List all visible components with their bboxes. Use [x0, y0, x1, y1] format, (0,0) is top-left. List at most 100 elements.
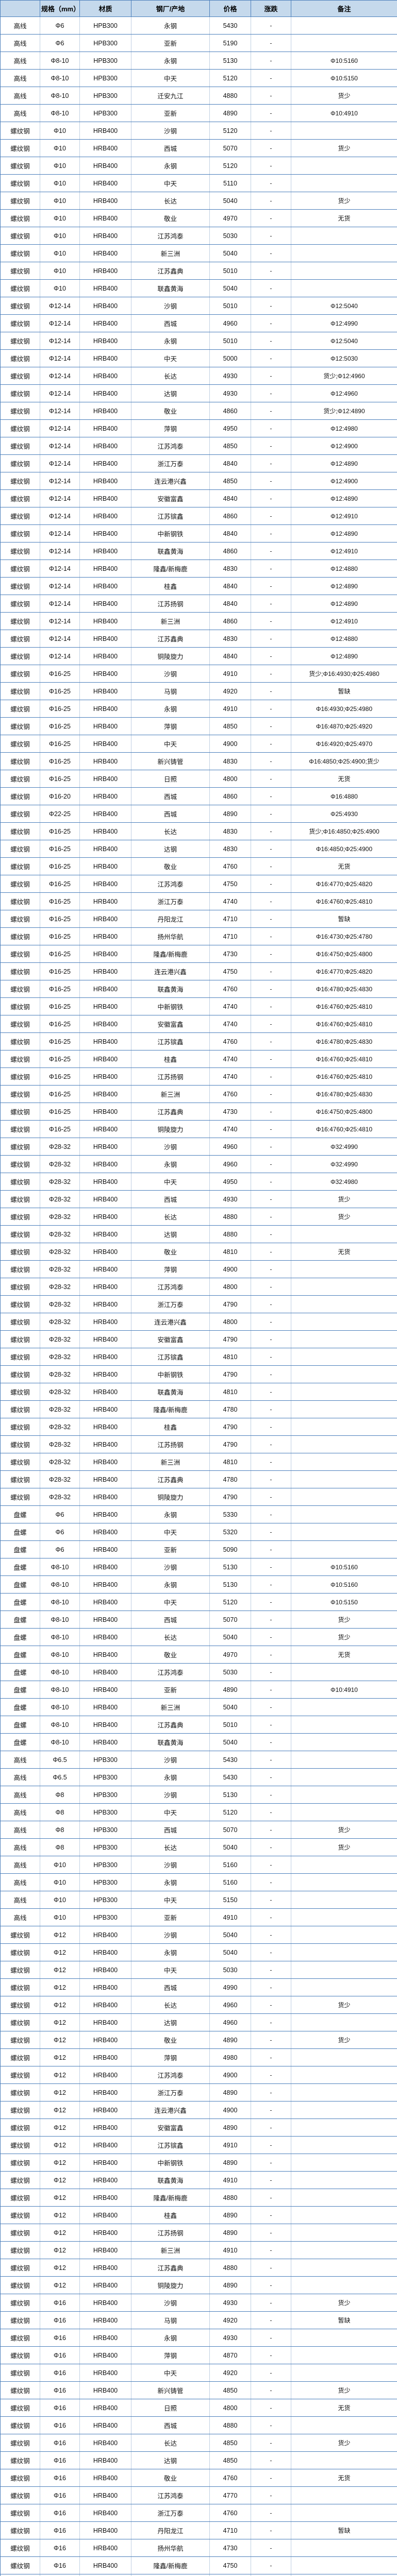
cell-price: 5040	[209, 1838, 251, 1856]
cell-note: Φ16:4760;Φ25:4810	[291, 1050, 397, 1068]
table-row: 螺纹钢 Φ12-14 HRB400 中新钢铁 4840- Φ12:4890	[0, 524, 397, 543]
cell-change: -	[251, 1943, 291, 1961]
cell-spec: Φ12	[40, 1926, 80, 1944]
cell-note	[291, 1698, 397, 1716]
cell-spec: Φ12	[40, 2224, 80, 2242]
cell-note	[291, 2486, 397, 2504]
cell-price: 4800	[209, 2399, 251, 2417]
cell-product: 螺纹钢	[0, 752, 40, 770]
cell-change: -	[251, 542, 291, 560]
cell-price: 4950	[209, 419, 251, 437]
cell-spec: Φ28-32	[40, 1278, 80, 1296]
cell-price: 5040	[209, 192, 251, 210]
cell-change: -	[251, 1751, 291, 1769]
cell-mill: 联鑫黄海	[131, 542, 210, 560]
cell-material: HRB400	[79, 2013, 131, 2031]
cell-mill: 浙江万泰	[131, 2504, 210, 2522]
cell-mill: 江苏镔鑫	[131, 2136, 210, 2154]
cell-material: HRB400	[79, 367, 131, 385]
cell-mill: 安徽富鑫	[131, 1015, 210, 1033]
cell-change: -	[251, 1821, 291, 1839]
cell-spec: Φ12	[40, 1996, 80, 2014]
cell-mill: 浙江万泰	[131, 2083, 210, 2102]
cell-mill: 扬州华航	[131, 927, 210, 945]
cell-price: 4850	[209, 2381, 251, 2399]
cell-product: 高线	[0, 1873, 40, 1891]
cell-price: 4710	[209, 927, 251, 945]
table-row: 螺纹钢 Φ28-32 HRB400 江苏镔鑫 4810-	[0, 1348, 397, 1366]
cell-change: -	[251, 279, 291, 297]
cell-price: 4910	[209, 2136, 251, 2154]
cell-product: 螺纹钢	[0, 927, 40, 945]
cell-change: -	[251, 700, 291, 718]
cell-note: Φ10:5150	[291, 69, 397, 87]
cell-material: HRB400	[79, 1926, 131, 1944]
table-row: 螺纹钢 Φ12 HRB400 萍钢 4980-	[0, 2048, 397, 2066]
cell-price: 5320	[209, 1523, 251, 1541]
cell-change: -	[251, 437, 291, 455]
cell-material: HRB400	[79, 332, 131, 350]
cell-change: -	[251, 805, 291, 823]
cell-price: 4760	[209, 980, 251, 998]
cell-spec: Φ16	[40, 2521, 80, 2539]
cell-spec: Φ16	[40, 2486, 80, 2504]
cell-price: 5040	[209, 1733, 251, 1751]
cell-note	[291, 1225, 397, 1243]
cell-change: -	[251, 34, 291, 52]
cell-change: -	[251, 875, 291, 893]
cell-change: -	[251, 1173, 291, 1191]
cell-change: -	[251, 2031, 291, 2049]
cell-spec: Φ16-25	[40, 822, 80, 840]
cell-note: 货少	[291, 1611, 397, 1629]
cell-material: HRB400	[79, 472, 131, 490]
cell-material: HRB400	[79, 2451, 131, 2469]
cell-spec: Φ12-14	[40, 349, 80, 367]
cell-spec: Φ12	[40, 1978, 80, 1996]
cell-change: -	[251, 384, 291, 402]
cell-product: 螺纹钢	[0, 139, 40, 157]
cell-mill: 永钢	[131, 2329, 210, 2347]
cell-mill: 敬业	[131, 857, 210, 875]
cell-mill: 桂鑫	[131, 1050, 210, 1068]
cell-price: 5160	[209, 1856, 251, 1874]
cell-note	[291, 2083, 397, 2102]
cell-product: 螺纹钢	[0, 2381, 40, 2399]
cell-material: HRB400	[79, 595, 131, 613]
table-row: 螺纹钢 Φ28-32 HRB400 沙钢 4960- Φ32:4990	[0, 1138, 397, 1156]
cell-product: 螺纹钢	[0, 1961, 40, 1979]
cell-spec: Φ6	[40, 34, 80, 52]
cell-change: -	[251, 2469, 291, 2487]
cell-spec: Φ28-32	[40, 1313, 80, 1331]
cell-product: 螺纹钢	[0, 577, 40, 595]
cell-material: HRB400	[79, 297, 131, 315]
table-row: 螺纹钢 Φ16 HRB400 西城 4880-	[0, 2416, 397, 2434]
cell-spec: Φ10	[40, 122, 80, 140]
column-header-mill: 钢厂/产地	[131, 0, 210, 17]
cell-product: 螺纹钢	[0, 2171, 40, 2189]
cell-note: 暂缺	[291, 682, 397, 700]
table-row: 螺纹钢 Φ16 HRB400 沙钢 4930- 货少	[0, 2294, 397, 2312]
cell-change: -	[251, 1278, 291, 1296]
cell-product: 螺纹钢	[0, 1190, 40, 1208]
cell-product: 高线	[0, 69, 40, 87]
cell-product: 螺纹钢	[0, 1295, 40, 1313]
cell-price: 4740	[209, 1067, 251, 1086]
cell-product: 螺纹钢	[0, 1470, 40, 1488]
cell-mill: 萍钢	[131, 2048, 210, 2066]
table-row: 螺纹钢 Φ16 HRB400 隆鑫/新梅鹿 4750-	[0, 2556, 397, 2574]
cell-product: 盘螺	[0, 1628, 40, 1646]
cell-price: 4890	[209, 104, 251, 122]
cell-spec: Φ28-32	[40, 1243, 80, 1261]
cell-mill: 迁安九江	[131, 87, 210, 105]
cell-price: 5010	[209, 262, 251, 280]
cell-material: HRB400	[79, 1435, 131, 1453]
cell-mill: 江苏鑫典	[131, 1716, 210, 1734]
cell-spec: Φ16-25	[40, 840, 80, 858]
cell-mill: 安徽富鑫	[131, 2119, 210, 2137]
cell-material: HRB400	[79, 1488, 131, 1506]
cell-material: HPB300	[79, 1803, 131, 1821]
cell-change: -	[251, 560, 291, 578]
cell-spec: Φ16	[40, 2556, 80, 2574]
cell-material: HRB400	[79, 2329, 131, 2347]
table-row: 螺纹钢 Φ12 HRB400 江苏镔鑫 4910-	[0, 2136, 397, 2154]
